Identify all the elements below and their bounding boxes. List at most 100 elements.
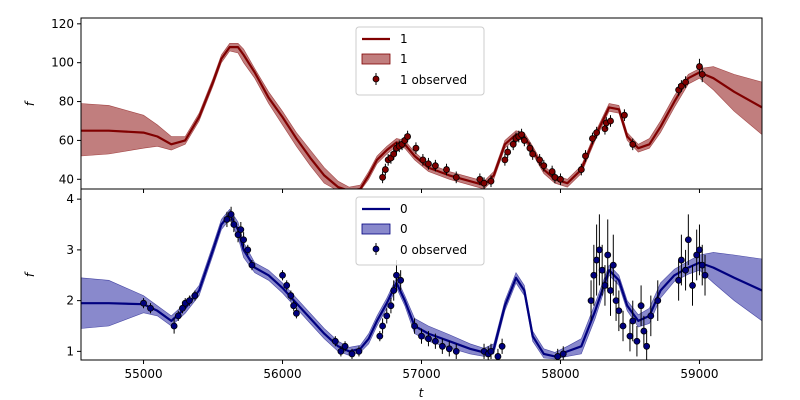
bottom-observed-marker xyxy=(293,309,300,317)
top-observed-marker xyxy=(487,177,495,185)
top-observed-marker xyxy=(593,129,601,137)
bottom-x-ticks: 55000 56000 57000 58000 59000 xyxy=(124,360,719,381)
bottom-observed-point xyxy=(376,331,384,342)
top-observed-marker xyxy=(696,63,703,70)
bottom-observed-marker xyxy=(230,221,238,228)
bottom-observed-point xyxy=(494,348,502,360)
top-observed-point xyxy=(476,173,484,186)
bottom-observed-point xyxy=(418,328,425,344)
top-observed-marker xyxy=(404,133,412,140)
bottom-observed-point xyxy=(293,308,300,319)
bottom-observed-marker xyxy=(140,299,147,307)
x-tick-label: 59000 xyxy=(680,367,718,381)
bottom-observed-marker xyxy=(677,256,685,264)
bottom-observed-point xyxy=(223,211,231,228)
bottom-observed-point xyxy=(626,320,634,352)
top-y-axis-label: f xyxy=(23,100,37,106)
bottom-observed-marker xyxy=(174,312,182,320)
top-observed-point xyxy=(551,171,559,184)
bottom-observed-point xyxy=(383,308,391,324)
top-observed-point xyxy=(593,126,601,139)
top-observed-point xyxy=(443,163,450,176)
top-observed-marker xyxy=(540,162,548,170)
bottom-observed-marker xyxy=(227,210,235,218)
bottom-observed-marker xyxy=(393,271,400,279)
bottom-observed-point xyxy=(647,295,655,337)
x-axis-label: t xyxy=(419,386,425,400)
bottom-observed-point xyxy=(654,280,662,321)
top-observed-marker xyxy=(476,175,484,183)
bottom-observed-marker xyxy=(612,297,620,305)
top-observed-point xyxy=(480,177,488,189)
bottom-observed-marker xyxy=(633,337,641,345)
bottom-observed-point xyxy=(240,232,248,248)
top-observed-point xyxy=(487,175,495,188)
top-observed-point xyxy=(504,146,512,158)
bottom-observed-point xyxy=(590,244,598,306)
bottom-observed-point xyxy=(237,221,245,238)
bottom-observed-marker xyxy=(590,271,598,279)
bottom-observed-marker xyxy=(390,287,398,294)
x-tick-label: 55000 xyxy=(124,367,162,381)
bottom-observed-point xyxy=(140,298,147,309)
top-plot-area xyxy=(81,42,762,189)
top-observed-marker xyxy=(390,150,398,158)
bottom-observed-marker xyxy=(559,350,567,358)
bottom-y-ticks: 1 2 3 4 xyxy=(66,192,81,358)
bottom-observed-point xyxy=(411,318,418,334)
bottom-observed-point xyxy=(341,341,349,352)
top-observed-marker xyxy=(601,125,609,133)
top-legend-point-swatch xyxy=(372,75,380,83)
top-observed-marker xyxy=(412,144,420,152)
top-observed-point xyxy=(412,142,420,155)
bottom-observed-point xyxy=(609,234,617,296)
top-y-ticks: 40 60 80 100 120 xyxy=(51,17,700,193)
bottom-observed-marker xyxy=(601,282,609,289)
bottom-observed-point xyxy=(689,265,696,306)
bottom-observed-point xyxy=(682,249,689,291)
bottom-observed-marker xyxy=(283,282,291,289)
bottom-observed-marker xyxy=(341,342,349,350)
bottom-observed-point xyxy=(397,270,405,291)
bottom-observed-point xyxy=(445,341,453,357)
bottom-observed-marker xyxy=(609,261,617,269)
top-observed-marker xyxy=(682,78,689,86)
top-observed-point xyxy=(381,163,389,176)
top-y-tick-label: 40 xyxy=(59,172,74,186)
top-observed-marker xyxy=(607,117,614,125)
bottom-observed-marker xyxy=(654,297,662,305)
bottom-observed-point xyxy=(174,310,182,321)
bottom-observed-marker xyxy=(397,276,405,284)
bottom-observed-point xyxy=(230,216,238,233)
bottom-observed-point xyxy=(390,280,398,301)
bottom-observed-point xyxy=(615,290,623,332)
bottom-observed-marker xyxy=(223,216,231,223)
bottom-legend-band-label: 0 xyxy=(400,222,408,236)
top-observed-point xyxy=(629,138,637,151)
top-observed-point xyxy=(677,80,685,92)
bottom-observed-marker xyxy=(337,347,345,355)
top-observed-point xyxy=(582,150,589,162)
bottom-observed-marker xyxy=(647,312,655,320)
bottom-observed-point xyxy=(170,318,178,334)
bottom-observed-point xyxy=(607,265,614,316)
bottom-observed-marker xyxy=(279,271,286,279)
top-model-line xyxy=(81,45,762,189)
bottom-observed-point xyxy=(147,303,154,314)
top-observed-marker xyxy=(501,156,509,164)
bottom-observed-marker xyxy=(445,345,453,353)
bottom-observed-point xyxy=(355,346,363,357)
bottom-observed-point xyxy=(684,214,692,266)
top-legend-box xyxy=(355,26,485,96)
bottom-observed-point xyxy=(348,348,356,359)
bottom-observed-marker xyxy=(643,342,651,350)
top-observed-marker xyxy=(621,111,628,119)
bottom-legend: 0 0 0 observed xyxy=(355,196,485,266)
top-observed-point xyxy=(501,154,509,166)
top-observed-point xyxy=(607,115,614,127)
bottom-observed-marker xyxy=(498,342,506,350)
bottom-y-tick-label: 3 xyxy=(66,243,74,257)
bottom-observed-marker xyxy=(147,304,154,312)
bottom-observed-point xyxy=(633,326,641,357)
